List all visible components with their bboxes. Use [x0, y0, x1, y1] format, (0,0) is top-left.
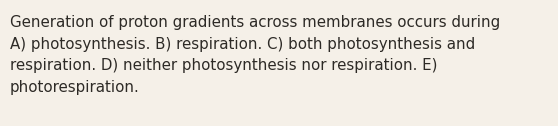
Text: Generation of proton gradients across membranes occurs during
A) photosynthesis.: Generation of proton gradients across me… [10, 15, 501, 95]
